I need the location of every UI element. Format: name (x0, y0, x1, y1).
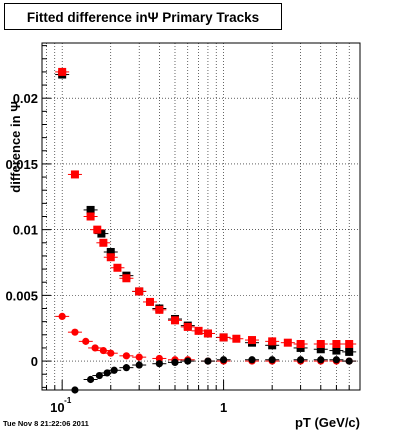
data-point-circle (91, 344, 99, 352)
data-point-square (86, 205, 95, 214)
data-point-square (316, 339, 325, 348)
data-point-square (122, 274, 131, 283)
chart-title: Fitted difference inΨ Primary Tracks (26, 10, 260, 25)
data-point-circle (122, 364, 131, 372)
data-point-square (86, 212, 95, 221)
data-point-circle (86, 375, 95, 384)
data-point-circle (345, 357, 353, 365)
data-point-circle (332, 356, 341, 364)
data-point-circle (103, 369, 111, 377)
data-point-circle (58, 312, 66, 320)
data-point-circle (107, 349, 115, 357)
data-point-circle (219, 356, 228, 364)
data-point-square (232, 334, 241, 343)
data-point-square (219, 333, 228, 342)
data-point-square (145, 297, 154, 306)
x-tick-label-exponent: -1 (64, 396, 72, 405)
data-point-circle (155, 360, 163, 368)
data-point-square (268, 337, 277, 346)
data-point-circle (71, 328, 79, 336)
data-point-square (58, 67, 67, 76)
data-point-square (332, 339, 341, 348)
data-point-square (106, 247, 115, 256)
data-point-square (345, 347, 354, 356)
data-point-circle (317, 356, 325, 364)
data-point-square (170, 316, 179, 325)
data-point-circle (99, 346, 107, 355)
grid-layer (42, 43, 360, 390)
data-point-square (203, 329, 212, 338)
data-point-square (345, 339, 354, 348)
y-axis-title: difference in Ψ (8, 101, 23, 192)
data-point-circle (204, 357, 212, 365)
y-tick-label: 0 (31, 354, 38, 369)
y-tick-label: 0.015 (5, 157, 38, 172)
x-axis-title: pT (GeV/c) (295, 415, 360, 430)
data-point-circle (184, 357, 192, 365)
data-layer (55, 67, 357, 394)
x-tick-label: 1 (220, 400, 227, 415)
data-point-square (155, 305, 164, 314)
data-point-circle (95, 371, 103, 380)
data-point-circle (135, 361, 143, 369)
data-point-square (93, 225, 102, 234)
data-point-square (194, 326, 203, 335)
x-tick-label: 10 (50, 400, 64, 415)
data-point-square (316, 345, 325, 354)
y-tick-label: 0.01 (13, 223, 38, 238)
data-point-circle (122, 352, 131, 360)
data-point-circle (171, 358, 179, 366)
y-tick-label: 0.005 (5, 288, 38, 303)
data-point-square (135, 287, 144, 296)
timestamp: Tue Nov 8 21:22:06 2011 (3, 419, 89, 428)
data-point-square (97, 229, 106, 238)
data-point-square (296, 339, 305, 348)
axes-layer: 0 0.005 0.01 0.015 0.02 10 -1 1 (5, 42, 361, 415)
data-point-square (283, 338, 292, 347)
data-point-circle (110, 366, 118, 374)
y-tick-label: 0.02 (13, 91, 38, 106)
data-point-circle (135, 353, 143, 361)
data-point-square (332, 346, 341, 355)
data-point-circle (155, 354, 163, 363)
title-box: Fitted difference inΨ Primary Tracks (4, 3, 282, 30)
data-point-circle (248, 356, 256, 364)
data-point-circle (82, 337, 90, 345)
data-point-square (70, 170, 79, 179)
data-point-square (248, 336, 257, 345)
data-point-circle (268, 356, 276, 364)
data-point-square (106, 253, 115, 262)
data-point-square (99, 238, 108, 247)
data-point-circle (297, 356, 305, 364)
data-point-square (183, 322, 192, 331)
data-point-square (113, 263, 122, 272)
data-point-circle (71, 386, 79, 394)
